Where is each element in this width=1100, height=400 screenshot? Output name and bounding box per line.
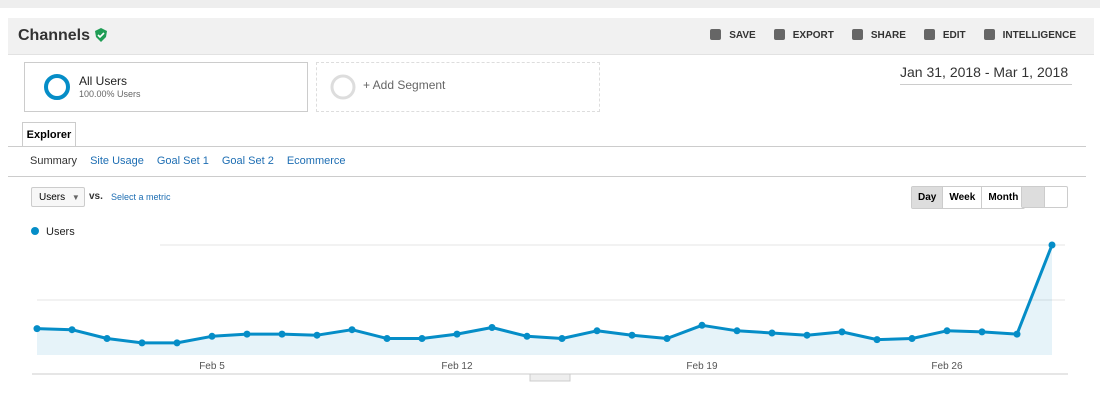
point <box>68 326 76 334</box>
action-button[interactable]: EXPORT <box>774 29 834 41</box>
x-tick-label: Feb 19 <box>686 361 718 372</box>
tab[interactable]: Explorer <box>22 122 76 147</box>
header: Channels SAVE EXPORT SHARE EDIT INTELLIGENCE <box>8 18 1094 55</box>
segment-card[interactable]: All Users 100.00% Users <box>24 62 308 112</box>
subtab[interactable]: Summary <box>30 155 78 167</box>
date-range[interactable]: Jan 31, 2018 - Mar 1, 2018 <box>900 64 1072 85</box>
chart-type-toggle <box>1021 186 1068 208</box>
segment-ring <box>44 74 70 100</box>
x-tick-label: Feb 5 <box>199 361 225 372</box>
subtabs: Summary Site Usage Goal Set 1 Goal Set 2 Eco… <box>30 155 346 167</box>
separator <box>8 176 1086 177</box>
point <box>138 339 146 347</box>
point <box>628 331 636 339</box>
point <box>803 331 811 339</box>
period-button[interactable]: Month <box>981 187 1024 208</box>
point <box>33 325 41 333</box>
point <box>313 331 321 339</box>
point <box>593 327 601 335</box>
x-tick-label: Feb 26 <box>931 361 963 372</box>
metric-select[interactable]: Users ▼ <box>31 187 85 207</box>
area-fill <box>37 245 1052 355</box>
subtab[interactable]: Goal Set 1 <box>156 155 209 167</box>
add-segment-text: + Add Segment <box>363 78 446 92</box>
verified-icon <box>95 28 108 42</box>
metric-text: Users <box>39 192 66 203</box>
tab-line <box>8 146 1086 147</box>
line <box>36 244 1054 345</box>
point <box>768 329 776 337</box>
legend-marker <box>31 227 39 235</box>
point <box>558 335 566 342</box>
point <box>418 335 426 342</box>
actions: SAVE EXPORT SHARE EDIT INTELLIGENCE <box>710 29 1076 41</box>
point <box>208 332 216 340</box>
point <box>1048 241 1056 249</box>
period-toggle: Day Week Month <box>911 186 1026 209</box>
legend-label: Users <box>46 226 75 238</box>
segment-name: All Users <box>79 74 128 88</box>
point <box>278 330 286 338</box>
action-button[interactable]: SHARE <box>852 29 906 41</box>
point <box>1013 330 1021 338</box>
subtab[interactable]: Goal Set 2 <box>221 155 274 167</box>
action-button[interactable]: SAVE <box>710 29 756 41</box>
point <box>873 336 881 344</box>
point <box>243 330 251 338</box>
period-button[interactable]: Day <box>912 187 943 208</box>
point <box>453 330 461 338</box>
point <box>838 328 846 336</box>
subtab[interactable]: Site Usage <box>90 155 144 167</box>
add-segment[interactable]: + Add Segment <box>316 62 600 112</box>
period-button[interactable]: Week <box>942 187 981 208</box>
add-ring <box>330 74 356 100</box>
vs-label: vs. <box>89 191 103 202</box>
point <box>698 321 706 329</box>
point <box>348 326 356 334</box>
top-bar <box>0 0 1100 8</box>
line-chart-button[interactable] <box>1022 187 1044 207</box>
subtab[interactable]: Ecommerce <box>286 155 346 167</box>
action-button[interactable]: EDIT <box>924 29 966 41</box>
select-metric[interactable]: Select a metric <box>111 192 171 202</box>
point <box>978 328 986 336</box>
point <box>103 335 111 342</box>
motion-chart-button[interactable] <box>1044 187 1067 207</box>
point <box>173 339 181 347</box>
point <box>663 335 671 342</box>
point <box>908 335 916 342</box>
title-text: Channels <box>18 27 91 44</box>
action-button[interactable]: INTELLIGENCE <box>984 29 1076 41</box>
page-title: Channels <box>18 27 108 45</box>
point <box>523 332 531 340</box>
point <box>488 324 496 331</box>
point <box>943 327 951 335</box>
x-tick-label: Feb 12 <box>441 361 473 372</box>
point <box>733 327 741 335</box>
expand-handle <box>529 373 571 382</box>
point <box>383 335 391 342</box>
segment-detail: 100.00% Users <box>79 89 141 99</box>
